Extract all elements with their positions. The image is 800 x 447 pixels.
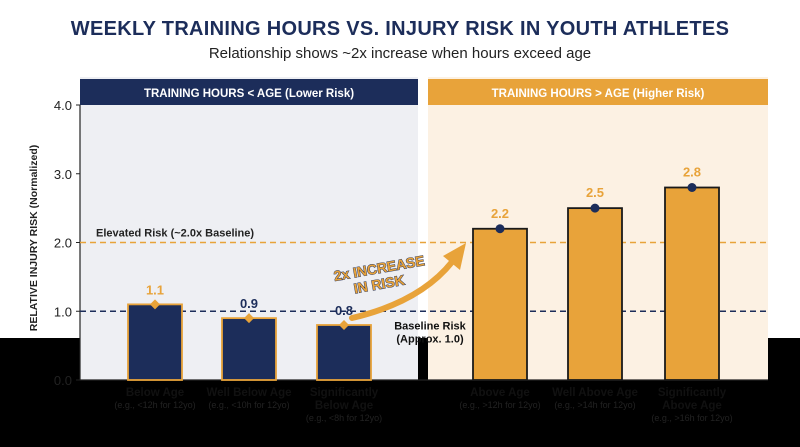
category-label: Well Below Age <box>207 387 292 399</box>
elevated-risk-label: Elevated Risk (~2.0x Baseline) <box>96 228 254 240</box>
category-sublabel: (e.g., >16h for 12yo) <box>651 413 732 423</box>
category-label: Above Age <box>662 400 722 412</box>
bar-6 <box>664 186 720 381</box>
bar-marker-diamond <box>339 320 349 330</box>
bar-1 <box>127 303 183 381</box>
category-sublabel: (e.g., >12h for 12yo) <box>459 400 540 410</box>
bar-value-label: 0.9 <box>240 296 258 311</box>
category-label: Below Age <box>126 387 184 399</box>
baseline-risk-label: Baseline Risk <box>394 320 466 332</box>
bar-marker-dot <box>590 203 600 213</box>
category-label: Below Age <box>315 400 373 412</box>
bar-2 <box>221 317 277 381</box>
category-sublabel: (e.g., <12h for 12yo) <box>114 400 195 410</box>
increase-arrow-shaft <box>349 259 455 321</box>
bar-value-label: 2.8 <box>683 165 701 180</box>
bar-value-label: 2.5 <box>586 185 604 200</box>
category-label: Above Age <box>470 387 530 399</box>
bar-marker-dot <box>687 183 697 192</box>
category-sublabel: (e.g., <8h for 12yo) <box>306 413 382 423</box>
bar-3 <box>316 324 372 381</box>
bar-value-label: 2.2 <box>491 206 509 221</box>
group-header-2 <box>428 79 768 105</box>
baseline-risk-sublabel: (Approx. 1.0) <box>396 333 464 345</box>
category-label: Well Above Age <box>552 387 638 399</box>
chart-title: WEEKLY TRAINING HOURS VS. INJURY RISK IN… <box>70 18 730 40</box>
bar-value-label: 0.8 <box>335 303 353 318</box>
y-tick-label: 3.0 <box>54 167 72 182</box>
y-tick-label: 1.0 <box>54 304 72 319</box>
category-label: Significantly <box>310 387 379 399</box>
group-header-1 <box>80 79 418 105</box>
y-tick-label: 0.0 <box>54 373 72 388</box>
group-header-label-1: TRAINING HOURS < AGE (Lower Risk) <box>144 88 354 100</box>
category-sublabel: (e.g., <10h for 12yo) <box>208 400 289 410</box>
increase-arrow-head <box>443 243 466 270</box>
category-sublabel: (e.g., >14h for 12yo) <box>554 400 635 410</box>
bar-4 <box>472 227 528 381</box>
y-tick-label: 4.0 <box>54 98 72 113</box>
bar-5 <box>567 207 623 381</box>
y-tick-label: 2.0 <box>54 236 72 251</box>
chart-subtitle: Relationship shows ~2x increase when hou… <box>208 45 592 62</box>
group-header-label-2: TRAINING HOURS > AGE (Higher Risk) <box>492 88 705 100</box>
bar-marker-dot <box>495 224 505 234</box>
bar-value-label: 1.1 <box>146 282 164 297</box>
category-label: Significantly <box>658 387 727 399</box>
bar-marker-diamond <box>244 313 254 324</box>
bar-marker-diamond <box>150 299 160 310</box>
